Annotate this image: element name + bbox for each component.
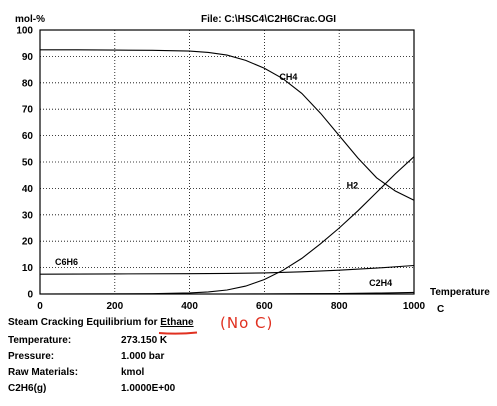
series-line-c6h6 <box>39 264 415 275</box>
x-tick-label: 1000 <box>403 301 426 312</box>
y-tick-label: 60 <box>22 131 34 142</box>
param-value: kmol <box>121 367 145 378</box>
y-axis-label: mol-% <box>15 14 45 25</box>
handwritten-note: (No C) <box>220 314 274 332</box>
param-value: 1.0000E+00 <box>121 383 176 394</box>
y-tick-label: 0 <box>27 290 33 301</box>
handwritten-underline <box>158 331 198 335</box>
y-tick-label: 100 <box>16 26 33 37</box>
series-label-ch4: CH4 <box>279 72 297 82</box>
series-label-h2: H2 <box>347 180 359 190</box>
x-tick-labels: 0 200 400 600 800 1000 <box>37 301 425 312</box>
title-species: Ethane <box>160 317 194 328</box>
param-label: Raw Materials: <box>8 367 79 378</box>
y-tick-label: 10 <box>22 263 34 274</box>
x-tick-label: 400 <box>181 301 198 312</box>
y-tick-label: 90 <box>22 52 34 63</box>
x-tick-label: 0 <box>37 301 43 312</box>
series-lines: CH4 H2 C6H6 C2H4 <box>39 49 415 295</box>
y-tick-label: 40 <box>22 184 34 195</box>
param-label: C2H6(g) <box>8 383 47 394</box>
x-tick-label: 600 <box>256 301 273 312</box>
x-axis-label: Temperature <box>430 287 490 298</box>
series-line-c2h4 <box>40 291 415 295</box>
x-axis-unit: C <box>437 304 444 315</box>
y-tick-label: 20 <box>22 237 34 248</box>
param-value: 1.000 bar <box>121 351 165 362</box>
y-tick-label: 70 <box>22 105 34 116</box>
chart-title: Steam Cracking Equilibrium for Ethane <box>8 318 194 328</box>
file-label: File: C:\HSC4\C2H6Crac.OGI <box>201 14 336 25</box>
param-value: 273.150 K <box>121 335 168 346</box>
x-tick-label: 800 <box>331 301 348 312</box>
y-tick-labels: 0 10 20 30 40 50 60 70 80 90 100 <box>16 26 33 301</box>
series-label-c2h4: C2H4 <box>369 278 392 288</box>
series-line-ch4 <box>40 49 415 201</box>
y-tick-label: 50 <box>22 158 34 169</box>
y-tick-label: 80 <box>22 78 34 89</box>
grid-lines <box>40 30 414 294</box>
y-tick-label: 30 <box>22 210 34 221</box>
param-label: Temperature: <box>8 335 72 346</box>
series-label-c6h6: C6H6 <box>55 257 78 267</box>
series-line-h2 <box>39 156 415 295</box>
title-prefix: Steam Cracking Equilibrium for <box>8 317 158 328</box>
x-tick-label: 200 <box>106 301 123 312</box>
param-label: Pressure: <box>8 351 55 362</box>
